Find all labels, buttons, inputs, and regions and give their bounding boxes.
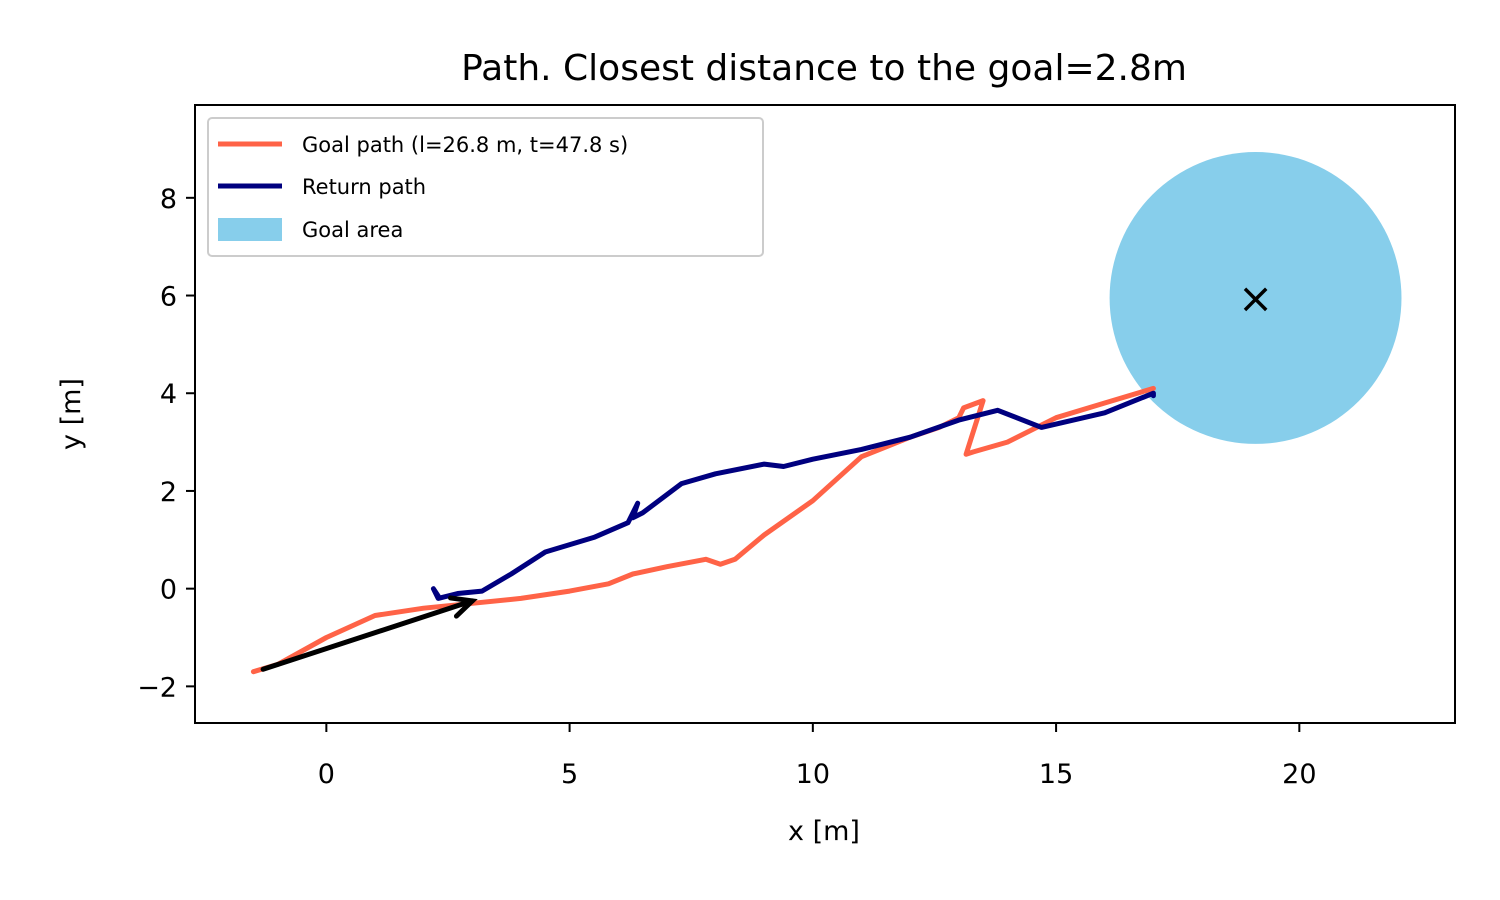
y-tick-label: 0 [160, 575, 177, 606]
y-axis-ticks: −2 0 2 4 6 8 [137, 184, 195, 703]
y-tick-label: −2 [137, 672, 177, 703]
y-tick-label: 4 [160, 379, 177, 410]
legend-label-goal-area: Goal area [302, 218, 403, 242]
start-arrow-shaft [260, 598, 475, 672]
start-arrow-head [447, 595, 478, 619]
goal-area-circle [1109, 152, 1402, 444]
legend-label-return-path: Return path [302, 175, 426, 199]
return-path-line [430, 390, 1156, 601]
x-axis-ticks: 0 5 10 15 20 [318, 723, 1317, 790]
legend: Goal path (l=26.8 m, t=47.8 s) Return pa… [207, 117, 764, 257]
y-tick-label: 2 [160, 477, 177, 508]
y-tick-label: 8 [160, 184, 177, 215]
goal-path-line [250, 385, 1156, 675]
x-axis-label: x [m] [788, 816, 860, 847]
legend-label-goal-path: Goal path (l=26.8 m, t=47.8 s) [302, 133, 628, 157]
goal-marker-cross: × [1238, 273, 1273, 322]
x-tick-label: 5 [561, 759, 578, 790]
chart-title: Path. Closest distance to the goal=2.8m [461, 48, 1187, 89]
plot-frame [194, 104, 1456, 724]
plot-area: × [250, 152, 1402, 675]
y-axis-label: y [m] [56, 378, 87, 450]
x-tick-label: 10 [796, 759, 830, 790]
x-tick-label: 15 [1039, 759, 1073, 790]
legend-box [207, 117, 764, 257]
legend-swatch-goal-area [218, 218, 282, 241]
x-tick-label: 0 [318, 759, 335, 790]
y-tick-label: 6 [160, 282, 177, 313]
x-tick-label: 20 [1282, 759, 1316, 790]
